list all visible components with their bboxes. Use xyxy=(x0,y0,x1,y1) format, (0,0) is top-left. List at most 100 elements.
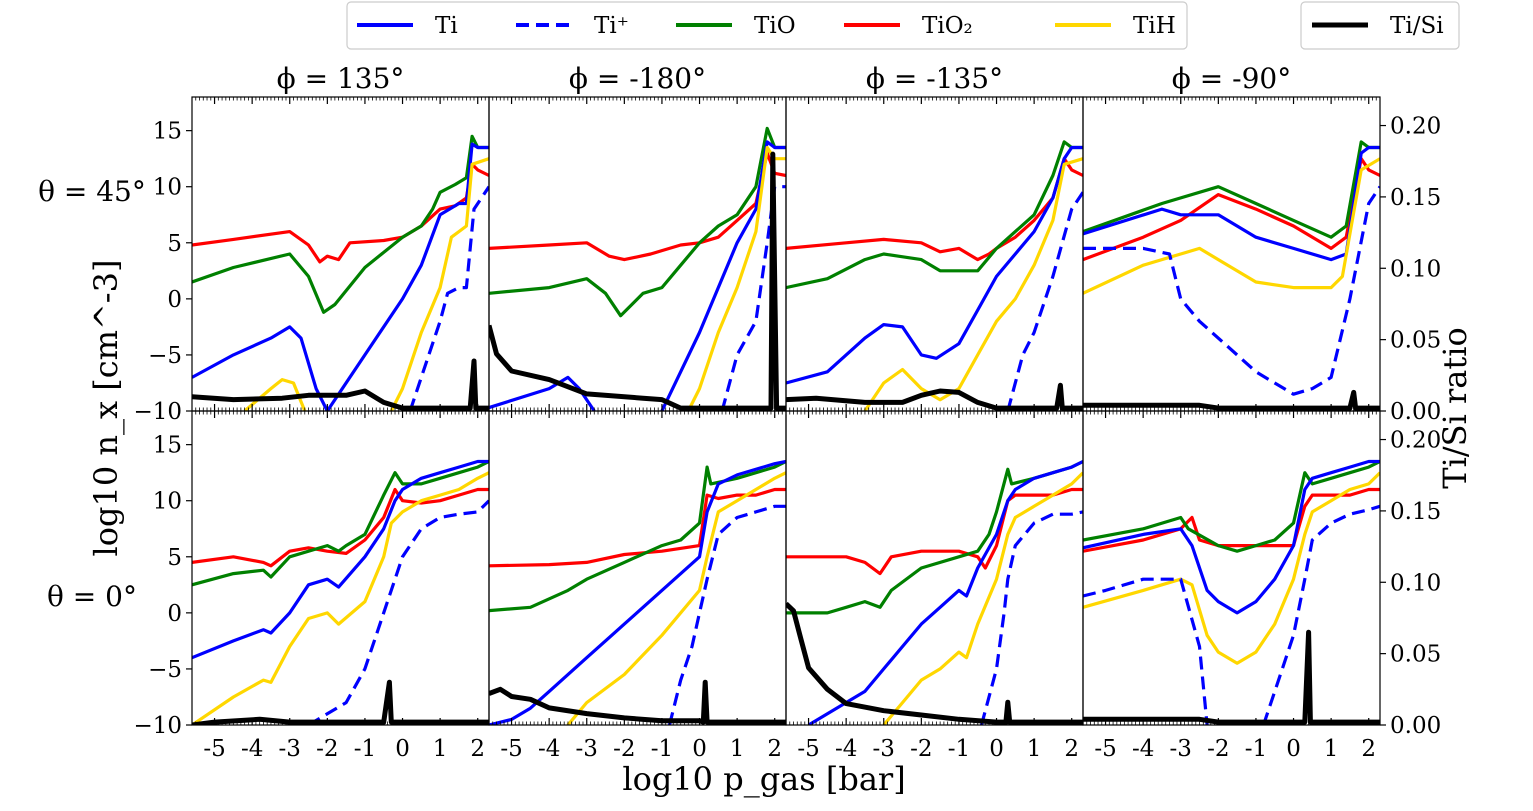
panel-0-0 xyxy=(192,134,489,411)
series-ratio-line xyxy=(489,679,786,725)
x-tick-label: 1 xyxy=(1027,736,1042,762)
series-TiO-line xyxy=(192,487,489,568)
y-tick-label: 10 xyxy=(153,489,182,515)
y-tick-label: 5 xyxy=(167,545,182,571)
x-tick-label: -5 xyxy=(797,736,819,762)
legend-label-Ti: Ti xyxy=(435,13,458,39)
x-tick-label: -1 xyxy=(651,736,673,762)
legend: Ti Ti⁺ TiO TiO₂ TiH Ti/Si xyxy=(346,1,1460,50)
x-tick-label: 0 xyxy=(989,736,1004,762)
panel-1-2 xyxy=(786,460,1083,725)
panel-0-1 xyxy=(489,126,786,411)
x-tick-label: -1 xyxy=(1245,736,1267,762)
y-tick-label: 15 xyxy=(153,119,182,145)
series-TiO-line xyxy=(192,134,489,314)
x-tick-label: 2 xyxy=(1361,736,1376,762)
series-ratio-line xyxy=(489,151,786,411)
panel-frame xyxy=(191,410,490,726)
y2-tick-label: 0.10 xyxy=(1390,570,1441,596)
panel-frame xyxy=(488,96,787,412)
x-tick-label: -2 xyxy=(910,736,932,762)
series-TiO-line xyxy=(786,460,1083,615)
legend-label-TiO2: TiO₂ xyxy=(922,13,973,39)
series-Tip-line xyxy=(1083,185,1380,396)
x-tick-label: 0 xyxy=(692,736,707,762)
panel-0-2 xyxy=(786,140,1083,411)
x-tick-label: -3 xyxy=(279,736,301,762)
x-tick-label: -4 xyxy=(241,736,263,762)
series-TiO-line xyxy=(1083,157,1380,262)
series-ratio-line xyxy=(192,679,489,725)
series-ratio-line xyxy=(192,358,489,411)
x-tick-label: 1 xyxy=(1324,736,1339,762)
y-tick-label: 5 xyxy=(167,231,182,257)
series-Tip-line xyxy=(1083,577,1209,725)
legend-box xyxy=(346,1,1188,50)
row-title: θ = 0° xyxy=(47,580,137,613)
panel-frame xyxy=(488,410,787,726)
series-Tip-line xyxy=(408,185,489,411)
panel-1-1 xyxy=(489,459,786,725)
column-title: ϕ = 135° xyxy=(277,62,405,95)
plot-layer xyxy=(192,126,1380,725)
column-title: ϕ = -135° xyxy=(866,62,1003,95)
x-tick-label: 1 xyxy=(730,736,745,762)
y-axis-label: log10 n_x [cm^-3] xyxy=(87,260,125,557)
y2-tick-label: 0.05 xyxy=(1390,328,1441,354)
y-tick-label: −10 xyxy=(133,399,182,425)
y2-tick-label: 0.20 xyxy=(1390,428,1441,454)
legend-label-TiO: TiO xyxy=(754,13,796,39)
x-tick-label: -4 xyxy=(1132,736,1154,762)
y2-tick-label: 0.05 xyxy=(1390,642,1441,668)
y2-tick-label: 0.15 xyxy=(1390,499,1441,525)
series-TiO-line xyxy=(489,460,786,613)
series-Ti-line xyxy=(660,140,786,411)
frame-layer xyxy=(186,96,1386,726)
series-Ti-line xyxy=(489,375,596,411)
row-title: θ = 45° xyxy=(38,175,146,208)
series-TiH-line xyxy=(1083,471,1380,665)
x-tick-label: 0 xyxy=(395,736,410,762)
series-TiO-line xyxy=(1083,140,1380,239)
y-tick-label: −5 xyxy=(148,657,182,683)
series-Tip-line xyxy=(667,504,786,725)
x-tick-label: -5 xyxy=(203,736,225,762)
text-layer: -5 -4 -3 -2 -1 0 1 2 -5 -4 -3 -2 -1 0 1 2 -5 -4 -3 -2 -1 0 1 2-… xyxy=(38,62,1474,798)
series-Ti-line xyxy=(807,460,1083,725)
series-ratio-line xyxy=(786,601,1083,725)
series-TiH-line xyxy=(1083,157,1380,295)
series-TiO-line xyxy=(1083,460,1380,553)
legend-label-ratio: Ti/Si xyxy=(1390,13,1444,39)
series-Tip-line xyxy=(979,510,1083,725)
series-Ti-line xyxy=(489,459,786,725)
x-tick-label: -3 xyxy=(1170,736,1192,762)
x-tick-label: -1 xyxy=(948,736,970,762)
panel-frame xyxy=(785,410,1084,726)
series-Ti-line xyxy=(786,145,1083,385)
column-title: ϕ = -90° xyxy=(1172,62,1291,95)
series-TiO-line xyxy=(786,140,1083,290)
y2-tick-label: 0.20 xyxy=(1390,114,1441,140)
series-ratio-line xyxy=(1083,389,1380,411)
column-title: ϕ = -180° xyxy=(569,62,706,95)
x-tick-label: 0 xyxy=(1286,736,1301,762)
x-tick-label: -2 xyxy=(613,736,635,762)
y-tick-label: 10 xyxy=(153,175,182,201)
x-tick-label: -2 xyxy=(316,736,338,762)
x-tick-label: -3 xyxy=(576,736,598,762)
x-tick-label: -5 xyxy=(500,736,522,762)
series-TiH-line xyxy=(192,471,489,725)
series-TiH-line xyxy=(566,471,786,725)
x-axis-label: log10 p_gas [bar] xyxy=(622,760,905,798)
y-tick-label: 0 xyxy=(167,601,182,627)
x-tick-label: 2 xyxy=(470,736,485,762)
series-ratio-line xyxy=(1083,629,1380,725)
series-Ti-line xyxy=(1083,145,1380,262)
x-tick-label: 1 xyxy=(433,736,448,762)
panel-1-3 xyxy=(1083,459,1380,725)
series-Ti-line xyxy=(192,142,489,411)
x-tick-label: -2 xyxy=(1207,736,1229,762)
series-Ti-line xyxy=(1083,459,1380,615)
panel-frame xyxy=(1082,410,1381,726)
